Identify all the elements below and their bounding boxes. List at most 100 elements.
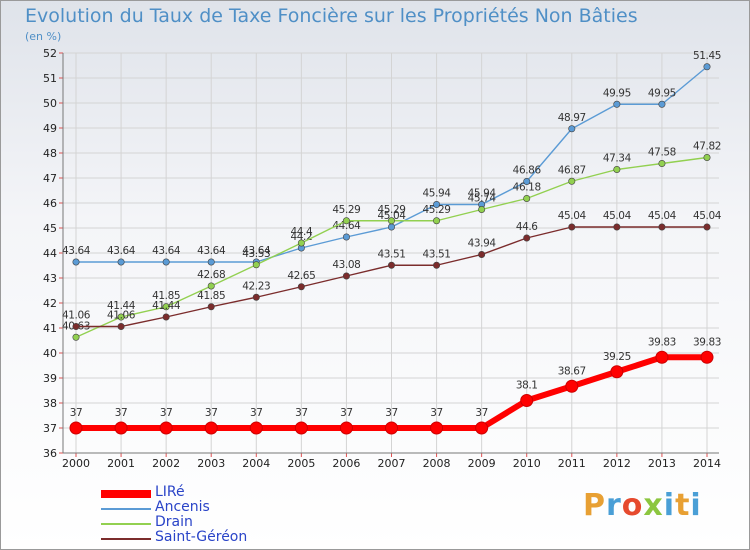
- logo-letter: o: [621, 488, 644, 523]
- x-tick-label: 2008: [423, 457, 451, 470]
- data-point: [342, 217, 350, 225]
- logo-letter: t: [675, 488, 691, 523]
- data-label: 42.65: [287, 270, 315, 282]
- data-label: 37: [430, 407, 443, 419]
- x-tick-label: 2010: [513, 457, 541, 470]
- data-label: 41.06: [62, 310, 91, 322]
- data-label: 43.94: [468, 238, 497, 250]
- y-tick-label: 38: [43, 397, 57, 410]
- data-label: 37: [250, 407, 263, 419]
- data-label: 38.1: [516, 380, 538, 392]
- data-point: [658, 223, 666, 231]
- legend-label: LIRé: [155, 484, 185, 500]
- data-point: [610, 365, 624, 379]
- data-point: [478, 206, 486, 214]
- data-point: [204, 421, 218, 435]
- data-label: 37: [205, 407, 218, 419]
- data-label: 47.34: [603, 153, 632, 165]
- x-tick-label: 2011: [558, 457, 586, 470]
- data-label: 37: [295, 407, 308, 419]
- legend-label: Saint-Géréon: [155, 529, 248, 545]
- data-label: 43.64: [62, 245, 91, 257]
- x-tick-label: 2009: [468, 457, 496, 470]
- x-tick-label: 2006: [332, 457, 360, 470]
- data-point: [613, 223, 621, 231]
- data-point: [342, 272, 350, 280]
- data-point: [117, 322, 125, 330]
- data-label: 49.95: [648, 87, 676, 99]
- data-label: 37: [340, 407, 353, 419]
- data-point: [703, 63, 711, 71]
- legend-item-lire: LIRé: [101, 484, 301, 502]
- x-tick-label: 2005: [287, 457, 315, 470]
- y-tick-label: 41: [43, 322, 57, 335]
- legend-swatch-ancenis: [101, 508, 151, 510]
- data-point: [655, 350, 669, 364]
- data-point: [430, 421, 444, 435]
- data-point: [72, 258, 80, 266]
- x-tick-label: 2001: [107, 457, 135, 470]
- data-point: [387, 217, 395, 225]
- y-tick-label: 47: [43, 172, 57, 185]
- legend-swatch-saint-gereon: [101, 538, 151, 540]
- logo-letter: P: [583, 488, 606, 523]
- y-tick-label: 46: [43, 197, 57, 210]
- data-label: 42.23: [242, 280, 270, 292]
- data-label: 42.68: [197, 269, 225, 281]
- data-point: [339, 421, 353, 435]
- data-point: [72, 333, 80, 341]
- data-point: [475, 421, 489, 435]
- data-point: [207, 303, 215, 311]
- data-label: 49.95: [603, 87, 631, 99]
- data-label: 45.29: [377, 204, 405, 216]
- data-label: 37: [70, 407, 83, 419]
- data-point: [385, 421, 398, 435]
- data-point: [207, 258, 215, 266]
- data-label: 37: [385, 407, 398, 419]
- x-tick-label: 2013: [648, 457, 676, 470]
- y-tick-label: 39: [43, 372, 57, 385]
- data-point: [565, 379, 579, 393]
- legend-item-saint-gereon: Saint-Géréon: [101, 529, 301, 547]
- data-label: 44.4: [290, 226, 312, 238]
- data-label: 41.85: [197, 290, 225, 302]
- data-point: [520, 394, 534, 407]
- logo-letter: i: [663, 488, 676, 523]
- data-point: [114, 421, 128, 435]
- legend-label: Ancenis: [155, 499, 210, 515]
- data-point: [117, 313, 125, 321]
- data-point: [433, 261, 441, 269]
- data-point: [568, 177, 576, 185]
- y-tick-label: 45: [43, 222, 57, 235]
- data-label: 45.94: [468, 188, 497, 200]
- data-point: [297, 283, 305, 291]
- x-tick-label: 2012: [603, 457, 631, 470]
- data-point: [703, 154, 711, 162]
- x-tick-label: 2000: [62, 457, 90, 470]
- legend-swatch-drain: [101, 523, 151, 525]
- data-point: [523, 195, 531, 203]
- data-point: [703, 223, 711, 231]
- data-label: 46.86: [513, 165, 542, 177]
- data-label: 45.04: [603, 210, 632, 222]
- y-tick-label: 42: [43, 297, 57, 310]
- legend-item-drain: Drain: [101, 514, 301, 532]
- logo-letter: r: [606, 488, 622, 523]
- y-tick-label: 37: [43, 422, 57, 435]
- data-label: 41.06: [107, 310, 136, 322]
- legend-item-ancenis: Ancenis: [101, 499, 301, 517]
- data-point: [658, 100, 666, 108]
- chart-title: Evolution du Taux de Taxe Foncière sur l…: [25, 5, 638, 27]
- data-label: 43.51: [423, 248, 451, 260]
- data-label: 43.53: [242, 248, 270, 260]
- data-point: [159, 421, 173, 435]
- x-tick-label: 2004: [242, 457, 270, 470]
- logo-letter: i: [690, 488, 702, 523]
- y-tick-label: 44: [43, 247, 57, 260]
- data-point: [523, 234, 531, 242]
- data-label: 39.25: [603, 351, 631, 363]
- data-label: 37: [475, 407, 488, 419]
- data-point: [249, 421, 263, 435]
- data-point: [613, 166, 621, 174]
